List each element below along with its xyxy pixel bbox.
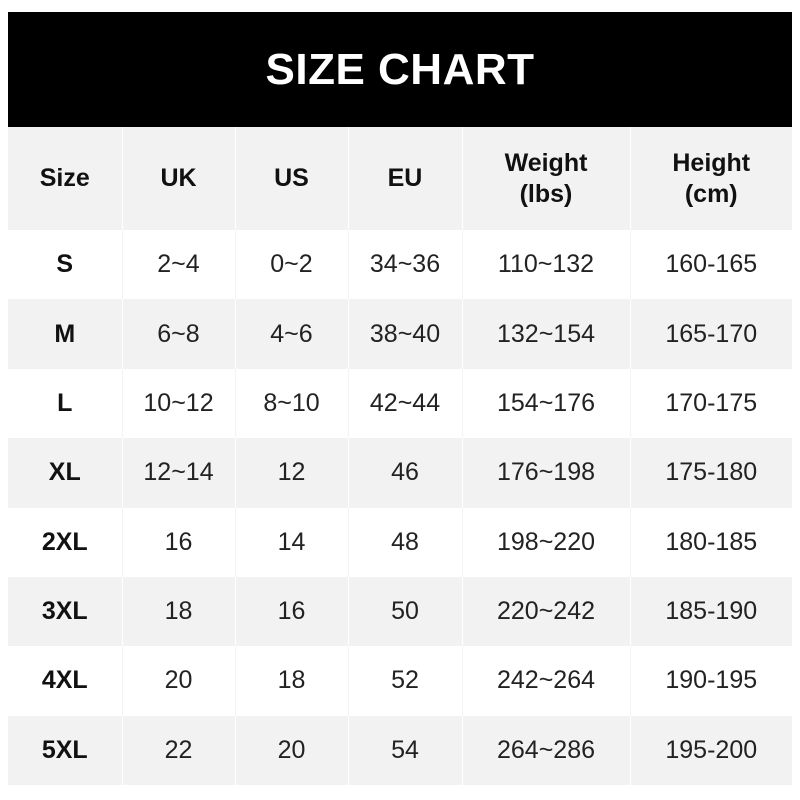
table-row: 4XL 20 18 52 242~264 190-195 [8, 646, 792, 716]
column-header-uk-label: UK [160, 164, 197, 193]
column-header-height-label: Height [672, 149, 751, 177]
cell-size: S [8, 230, 123, 300]
cell-eu: 52 [348, 646, 463, 716]
cell-eu: 50 [348, 576, 463, 647]
cell-uk: 22 [122, 715, 236, 785]
column-header-eu-label: EU [387, 164, 423, 193]
cell-size: XL [8, 438, 123, 508]
cell-eu: 48 [348, 507, 463, 577]
cell-eu: 54 [348, 715, 463, 785]
column-header-height-unit: (cm) [684, 179, 738, 208]
column-header-eu: EU [348, 127, 463, 230]
cell-uk: 2~4 [122, 230, 236, 300]
size-chart-container: SIZE CHART Size UK US EU W [8, 12, 792, 785]
cell-height: 190-195 [665, 666, 758, 695]
title-banner: SIZE CHART [8, 12, 792, 127]
column-header-height: Height (cm) [630, 127, 792, 230]
cell-us: 4~6 [235, 299, 349, 369]
cell-us: 8~10 [235, 368, 349, 439]
cell-us: 14 [235, 507, 349, 577]
cell-height: 165-170 [665, 319, 758, 348]
cell-uk: 20 [122, 646, 236, 716]
cell-height: 160-165 [665, 250, 758, 279]
cell-us: 16 [235, 576, 349, 647]
cell-size: 5XL [8, 715, 123, 785]
cell-size: L [8, 368, 123, 439]
cell-us: 20 [235, 715, 349, 785]
cell-height: 180-185 [665, 527, 758, 556]
table-body: S 2~4 0~2 34~36 110~132 160-165 M 6~8 4~… [8, 230, 792, 785]
cell-weight: 242~264 [462, 646, 631, 716]
column-header-weight-unit: (lbs) [519, 179, 573, 208]
column-header-size: Size [8, 127, 123, 230]
cell-weight: 154~176 [462, 368, 631, 439]
page-title: SIZE CHART [265, 44, 535, 94]
table-row: 2XL 16 14 48 198~220 180-185 [8, 507, 792, 577]
cell-weight: 110~132 [462, 230, 631, 300]
cell-height: 175-180 [665, 458, 758, 487]
column-header-weight-label: Weight [504, 149, 588, 177]
cell-height: 185-190 [665, 597, 758, 626]
cell-uk: 18 [122, 576, 236, 647]
cell-eu: 46 [348, 438, 463, 508]
table-row: XL 12~14 12 46 176~198 175-180 [8, 438, 792, 508]
cell-height: 170-175 [665, 388, 758, 417]
cell-eu: 42~44 [348, 368, 463, 439]
size-chart-table: Size UK US EU Weight (lbs) Height (cm) [8, 127, 792, 785]
cell-height: 195-200 [665, 735, 758, 764]
header-row: Size UK US EU Weight (lbs) Height (cm) [8, 127, 792, 230]
cell-weight: 220~242 [462, 576, 631, 647]
column-header-uk: UK [122, 127, 236, 230]
cell-eu: 34~36 [348, 230, 463, 300]
table-row: M 6~8 4~6 38~40 132~154 165-170 [8, 299, 792, 369]
cell-eu: 38~40 [348, 299, 463, 369]
cell-size: 3XL [8, 576, 123, 647]
table-row: 3XL 18 16 50 220~242 185-190 [8, 576, 792, 647]
cell-size: 2XL [8, 507, 123, 577]
table-header: Size UK US EU Weight (lbs) Height (cm) [8, 127, 792, 230]
cell-uk: 6~8 [122, 299, 236, 369]
column-header-us-label: US [274, 164, 309, 193]
cell-weight: 198~220 [462, 507, 631, 577]
cell-weight: 176~198 [462, 438, 631, 508]
column-header-weight: Weight (lbs) [462, 127, 631, 230]
column-header-us: US [235, 127, 349, 230]
cell-uk: 16 [122, 507, 236, 577]
column-header-size-label: Size [39, 164, 90, 193]
table-row: 5XL 22 20 54 264~286 195-200 [8, 715, 792, 785]
cell-weight: 132~154 [462, 299, 631, 369]
cell-us: 12 [235, 438, 349, 508]
cell-weight: 264~286 [462, 715, 631, 785]
cell-us: 18 [235, 646, 349, 716]
table-row: L 10~12 8~10 42~44 154~176 170-175 [8, 368, 792, 439]
table-row: S 2~4 0~2 34~36 110~132 160-165 [8, 230, 792, 300]
cell-size: M [8, 299, 123, 369]
cell-uk: 12~14 [122, 438, 236, 508]
cell-us: 0~2 [235, 230, 349, 300]
cell-uk: 10~12 [122, 368, 236, 439]
cell-size: 4XL [8, 646, 123, 716]
